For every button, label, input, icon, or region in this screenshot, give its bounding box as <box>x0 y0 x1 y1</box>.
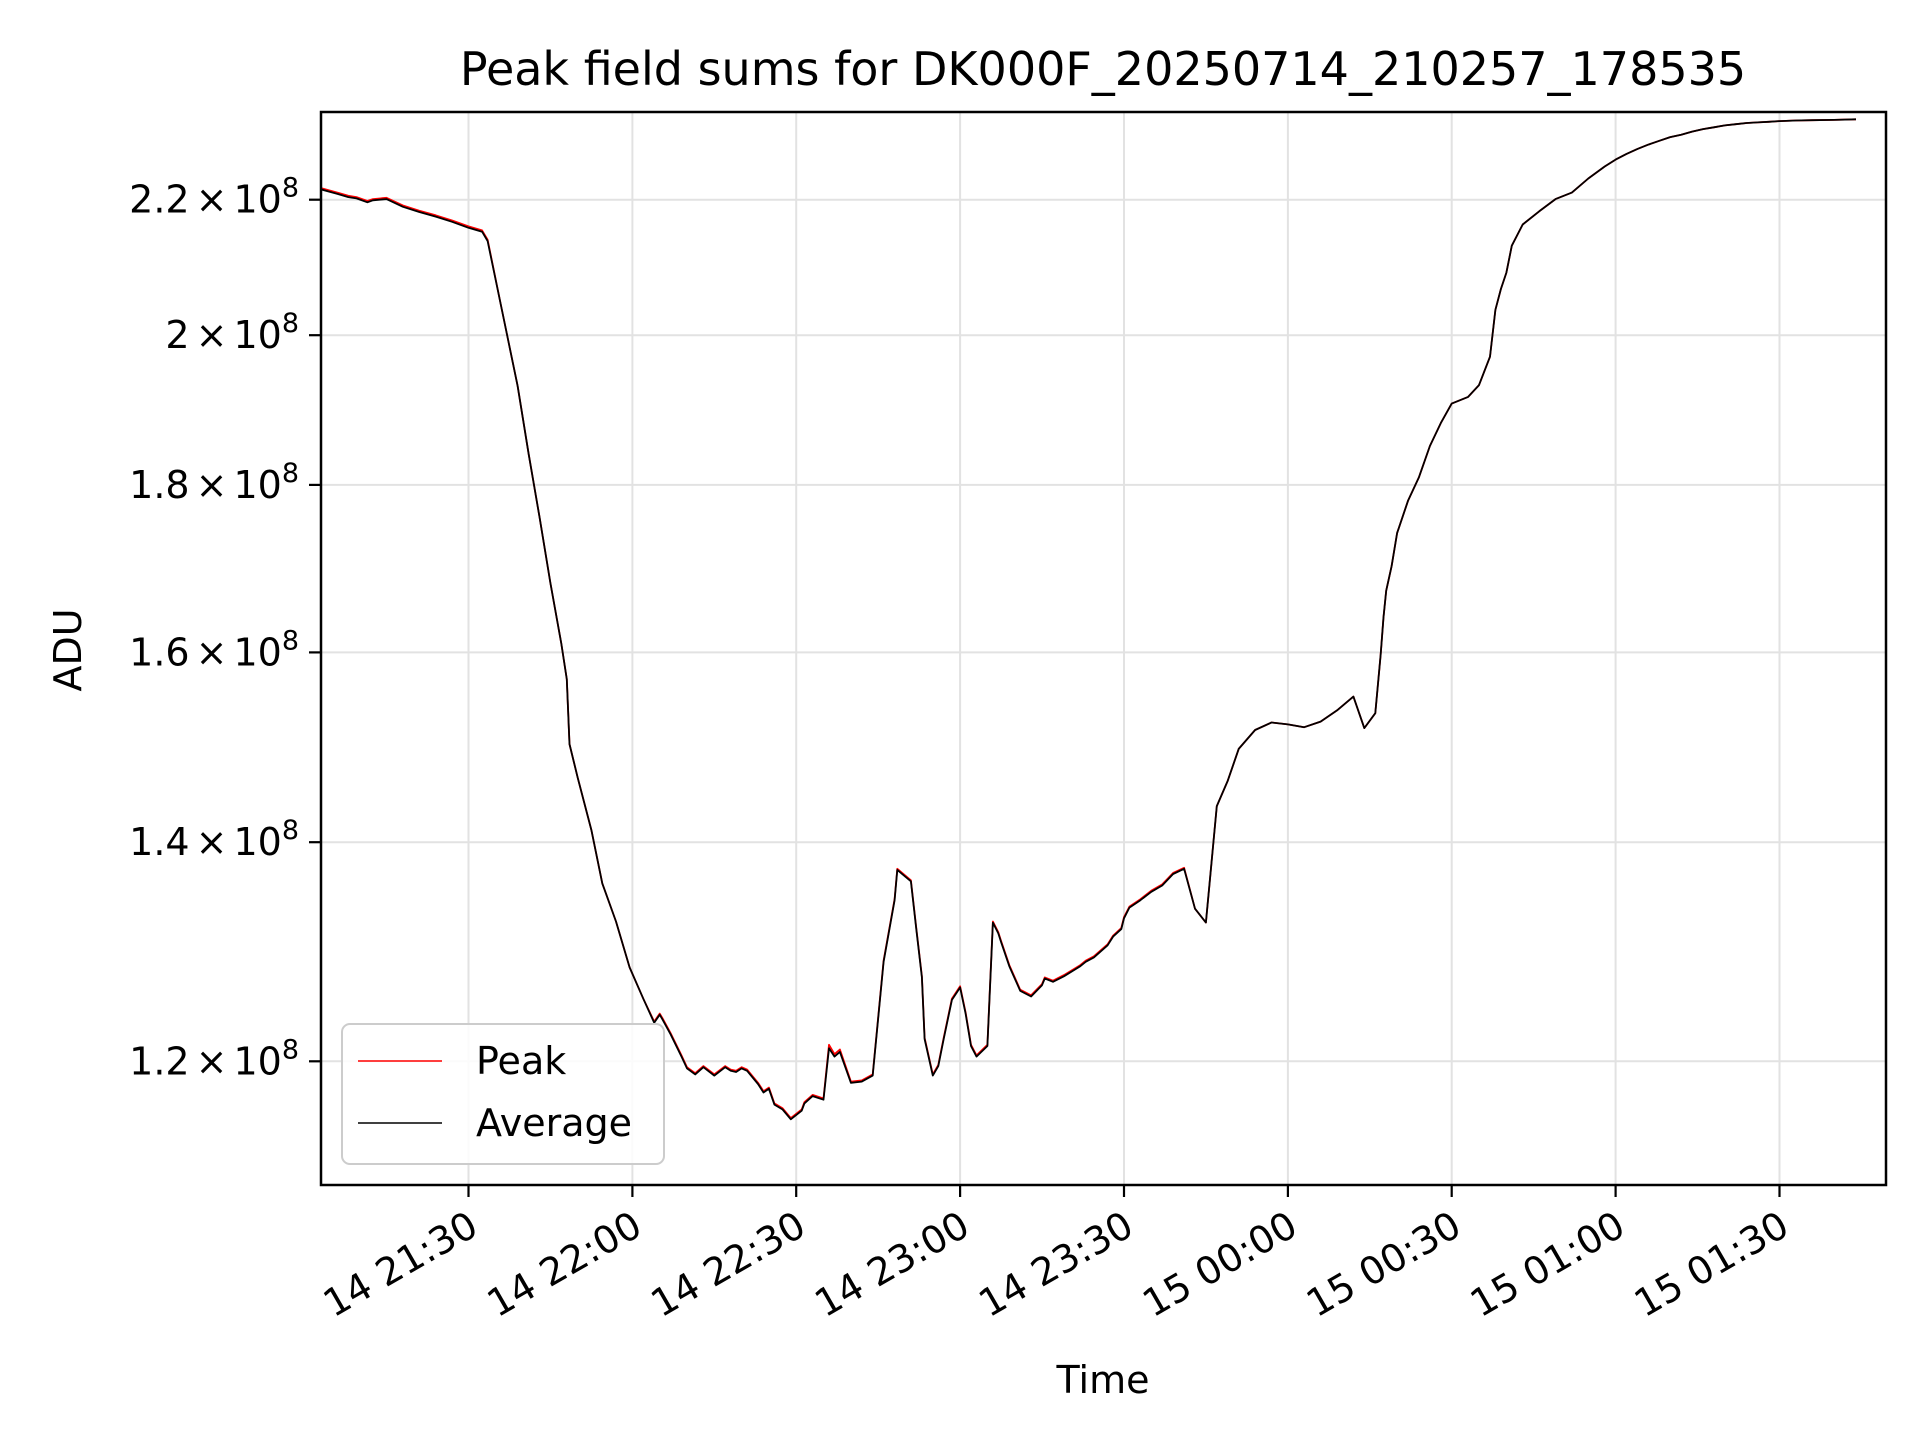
y-tick-times-sign: × <box>196 820 228 864</box>
legend-label-peak: Peak <box>476 1039 566 1083</box>
y-tick-label: 1.4 × 108 <box>129 815 299 864</box>
y-tick-label: 2 × 108 <box>165 308 299 357</box>
y-tick-base: 10 <box>233 820 281 864</box>
y-axis-label: ADU <box>46 608 90 691</box>
y-tick-times-sign: × <box>196 1039 228 1083</box>
chart-title: Peak field sums for DK000F_20250714_2102… <box>460 42 1746 96</box>
y-tick-exponent: 8 <box>282 1034 299 1065</box>
legend: Peak Average <box>341 1023 665 1165</box>
y-tick-times-sign: × <box>196 178 228 222</box>
y-tick-label: 1.6 × 108 <box>129 625 299 674</box>
legend-label-average: Average <box>476 1101 632 1145</box>
series-group <box>321 118 1857 1121</box>
y-tick-mantissa: 1.8 <box>129 463 189 507</box>
y-tick-mantissa: 2.2 <box>129 178 189 222</box>
y-tick-base: 10 <box>233 1039 281 1083</box>
y-tick-mantissa: 1.6 <box>129 630 189 674</box>
y-tick-base: 10 <box>233 313 281 357</box>
grid <box>321 112 1886 1185</box>
y-tick-base: 10 <box>233 178 281 222</box>
y-tick-times-sign: × <box>196 630 228 674</box>
y-tick-base: 10 <box>233 630 281 674</box>
series-line-average <box>321 118 1857 1121</box>
y-tick-times-sign: × <box>196 313 228 357</box>
y-tick-label: 1.8 × 108 <box>129 458 299 507</box>
y-tick-times-sign: × <box>196 463 228 507</box>
x-axis-label: Time <box>1056 1358 1150 1402</box>
plot-frame <box>319 110 1888 1187</box>
y-tick-exponent: 8 <box>282 458 299 489</box>
y-tick-exponent: 8 <box>282 308 299 339</box>
legend-box <box>341 1023 665 1165</box>
y-tick-label: 2.2 × 108 <box>129 173 299 222</box>
y-tick-base: 10 <box>233 463 281 507</box>
y-tick-exponent: 8 <box>282 173 299 204</box>
y-tick-exponent: 8 <box>282 815 299 846</box>
y-tick-mantissa: 1.2 <box>129 1039 189 1083</box>
y-tick-mantissa: 2 <box>165 313 189 357</box>
y-tick-mantissa: 1.4 <box>129 820 189 864</box>
y-tick-label: 1.2 × 108 <box>129 1034 299 1083</box>
y-tick-exponent: 8 <box>282 625 299 656</box>
